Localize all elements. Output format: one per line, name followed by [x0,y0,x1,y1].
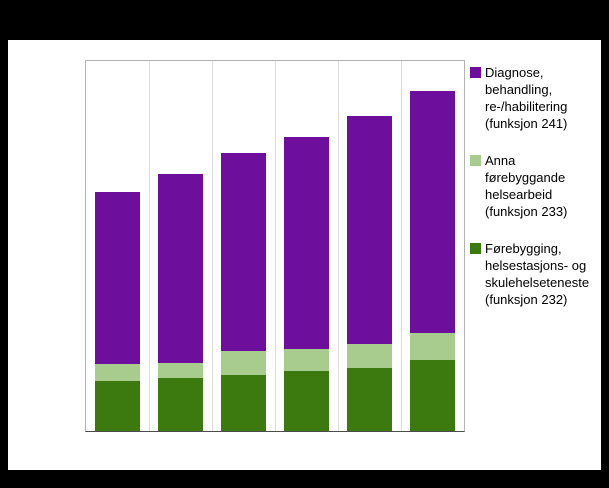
bar-segment [347,368,392,431]
vertical-gridline [338,61,339,431]
stacked-bar [347,61,392,431]
stacked-bar [158,61,203,431]
legend-entry: Anna førebyggande helsearbeid (funksjon … [470,152,598,220]
vertical-gridline [149,61,150,431]
bar-slot [86,61,149,431]
bar-segment [158,378,203,431]
vertical-gridline [275,61,276,431]
bar-segment [221,375,266,431]
bar-segment [410,360,455,431]
bar-slot [275,61,338,431]
legend-label: Anna førebyggande helsearbeid (funksjon … [485,153,568,219]
bar-segment [410,90,455,334]
legend-swatch-icon [470,67,481,78]
stacked-bar [95,61,140,431]
vertical-gridline [212,61,213,431]
stacked-bar [284,61,329,431]
bar-segment [221,153,266,352]
legend-entry: Førebygging, helsestasjons- og skulehels… [470,240,598,308]
legend-entry: Diagnose, behandling, re-/habilitering (… [470,64,598,132]
bar-segment [158,362,203,379]
bar-segment [95,192,140,365]
bar-segment [158,173,203,363]
legend-label: Førebygging, helsestasjons- og skulehels… [485,241,590,307]
bar-slot [149,61,212,431]
bar-segment [410,333,455,361]
bar-segment [284,348,329,372]
bar-segment [347,343,392,369]
bar-slot [338,61,401,431]
legend: Diagnose, behandling, re-/habilitering (… [470,64,598,308]
bar-segment [347,115,392,344]
bar-segment [95,364,140,382]
bar-segment [95,381,140,431]
stacked-bar [410,61,455,431]
bar-slot [212,61,275,431]
bar-slot [401,61,464,431]
bar-segment [284,136,329,349]
legend-label: Diagnose, behandling, re-/habilitering (… [485,65,568,131]
chart-canvas: Diagnose, behandling, re-/habilitering (… [8,40,601,470]
plot-area [85,60,465,432]
bar-segment [221,351,266,376]
bars-container [86,61,464,431]
legend-swatch-icon [470,155,481,166]
vertical-gridline [401,61,402,431]
legend-swatch-icon [470,243,481,254]
stacked-bar [221,61,266,431]
bar-segment [284,371,329,431]
